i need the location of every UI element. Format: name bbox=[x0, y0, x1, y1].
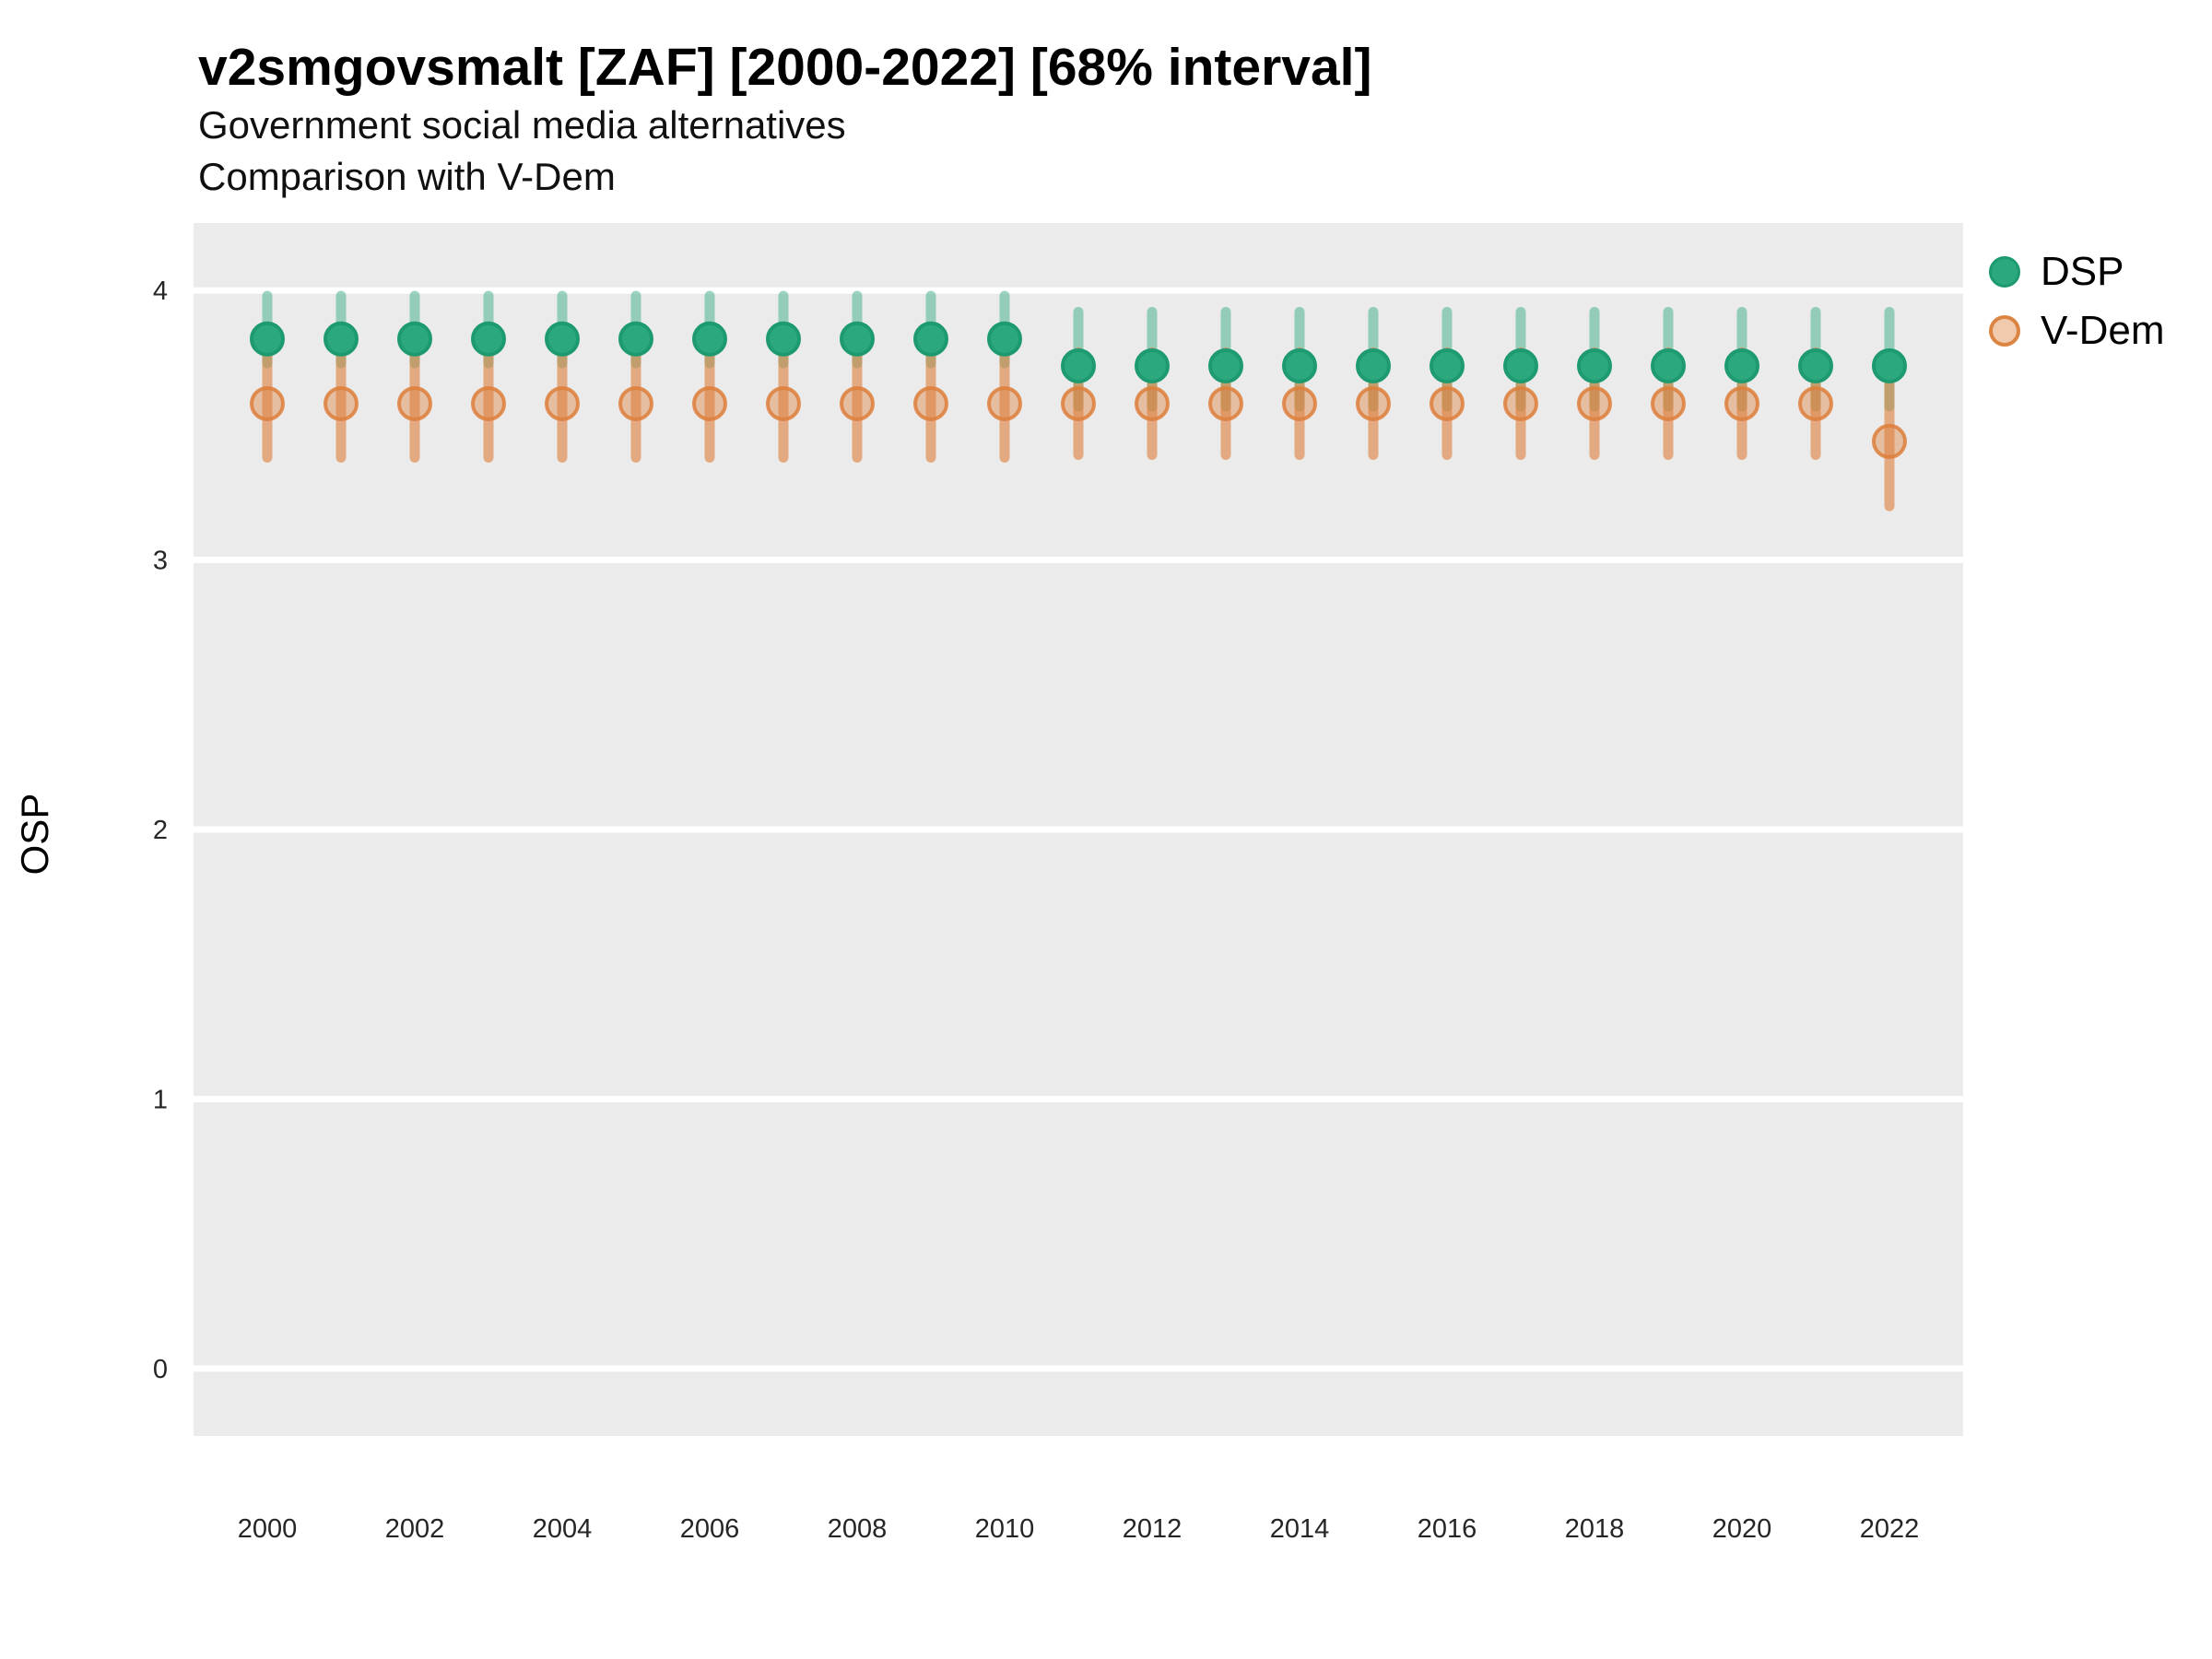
dsp-point bbox=[1061, 347, 1096, 383]
dsp-point bbox=[840, 321, 875, 357]
vdem-point bbox=[1061, 385, 1096, 421]
legend-item-dsp: DSP bbox=[1989, 249, 2164, 295]
legend-label-vdem: V-Dem bbox=[2041, 308, 2165, 353]
vdem-point bbox=[1577, 385, 1612, 421]
dsp-point bbox=[1503, 347, 1538, 383]
chart-subtitle-line2: Comparison with V-Dem bbox=[198, 155, 616, 198]
vdem-point bbox=[1135, 385, 1170, 421]
vdem-point bbox=[766, 385, 801, 421]
x-tick-label: 2008 bbox=[828, 1514, 888, 1544]
dsp-point bbox=[1798, 347, 1833, 383]
dsp-point bbox=[471, 321, 506, 357]
vdem-point bbox=[1208, 385, 1243, 421]
dsp-point bbox=[1577, 347, 1612, 383]
dsp-point bbox=[987, 321, 1022, 357]
y-tick-label: 4 bbox=[153, 276, 168, 306]
dsp-point bbox=[1724, 347, 1759, 383]
dsp-point bbox=[1208, 347, 1243, 383]
vdem-point bbox=[1503, 385, 1538, 421]
dsp-point bbox=[250, 321, 285, 357]
vdem-point bbox=[618, 385, 653, 421]
x-tick-label: 2000 bbox=[238, 1514, 298, 1544]
dsp-point bbox=[766, 321, 801, 357]
chart-title: v2smgovsmalt [ZAF] [2000-2022] [68% inte… bbox=[198, 38, 1372, 97]
vdem-point bbox=[545, 385, 580, 421]
x-tick-label: 2004 bbox=[533, 1514, 593, 1544]
dsp-point bbox=[618, 321, 653, 357]
dsp-point bbox=[1356, 347, 1391, 383]
dsp-point bbox=[1872, 347, 1907, 383]
vdem-legend-dot-icon bbox=[1989, 315, 2020, 347]
x-tick-label: 2016 bbox=[1418, 1514, 1477, 1544]
dsp-point bbox=[692, 321, 727, 357]
vdem-point bbox=[1356, 385, 1391, 421]
vdem-point bbox=[1651, 385, 1686, 421]
y-tick-label: 0 bbox=[153, 1355, 168, 1384]
dsp-point bbox=[913, 321, 948, 357]
legend-item-vdem: V-Dem bbox=[1989, 308, 2164, 354]
x-tick-label: 2012 bbox=[1123, 1514, 1182, 1544]
y-tick-label: 2 bbox=[153, 816, 168, 845]
vdem-point bbox=[324, 385, 359, 421]
vdem-point bbox=[1430, 385, 1465, 421]
vdem-point bbox=[987, 385, 1022, 421]
dsp-point bbox=[1282, 347, 1317, 383]
x-tick-label: 2022 bbox=[1860, 1514, 1920, 1544]
vdem-point bbox=[1724, 385, 1759, 421]
vdem-point bbox=[471, 385, 506, 421]
legend-label-dsp: DSP bbox=[2041, 249, 2124, 294]
vdem-point bbox=[397, 385, 432, 421]
vdem-point bbox=[1872, 423, 1907, 459]
dsp-point bbox=[397, 321, 432, 357]
vdem-point bbox=[1798, 385, 1833, 421]
y-tick-label: 1 bbox=[153, 1085, 168, 1114]
x-tick-label: 2014 bbox=[1270, 1514, 1330, 1544]
vdem-point bbox=[840, 385, 875, 421]
x-tick-label: 2020 bbox=[1712, 1514, 1772, 1544]
dsp-legend-dot-icon bbox=[1989, 256, 2020, 288]
dsp-point bbox=[324, 321, 359, 357]
dsp-point bbox=[1135, 347, 1170, 383]
dsp-point bbox=[545, 321, 580, 357]
chart-subtitle-line1: Government social media alternatives bbox=[198, 103, 846, 147]
x-tick-label: 2006 bbox=[680, 1514, 740, 1544]
legend: DSP V-Dem bbox=[1989, 249, 2164, 354]
x-tick-label: 2002 bbox=[385, 1514, 445, 1544]
x-tick-label: 2010 bbox=[975, 1514, 1035, 1544]
dsp-point bbox=[1651, 347, 1686, 383]
dsp-point bbox=[1430, 347, 1465, 383]
vdem-point bbox=[913, 385, 948, 421]
y-axis-title: OSP bbox=[13, 794, 56, 876]
vdem-point bbox=[692, 385, 727, 421]
x-tick-label: 2018 bbox=[1565, 1514, 1625, 1544]
vdem-point bbox=[250, 385, 285, 421]
vdem-point bbox=[1282, 385, 1317, 421]
y-tick-label: 3 bbox=[153, 547, 168, 576]
